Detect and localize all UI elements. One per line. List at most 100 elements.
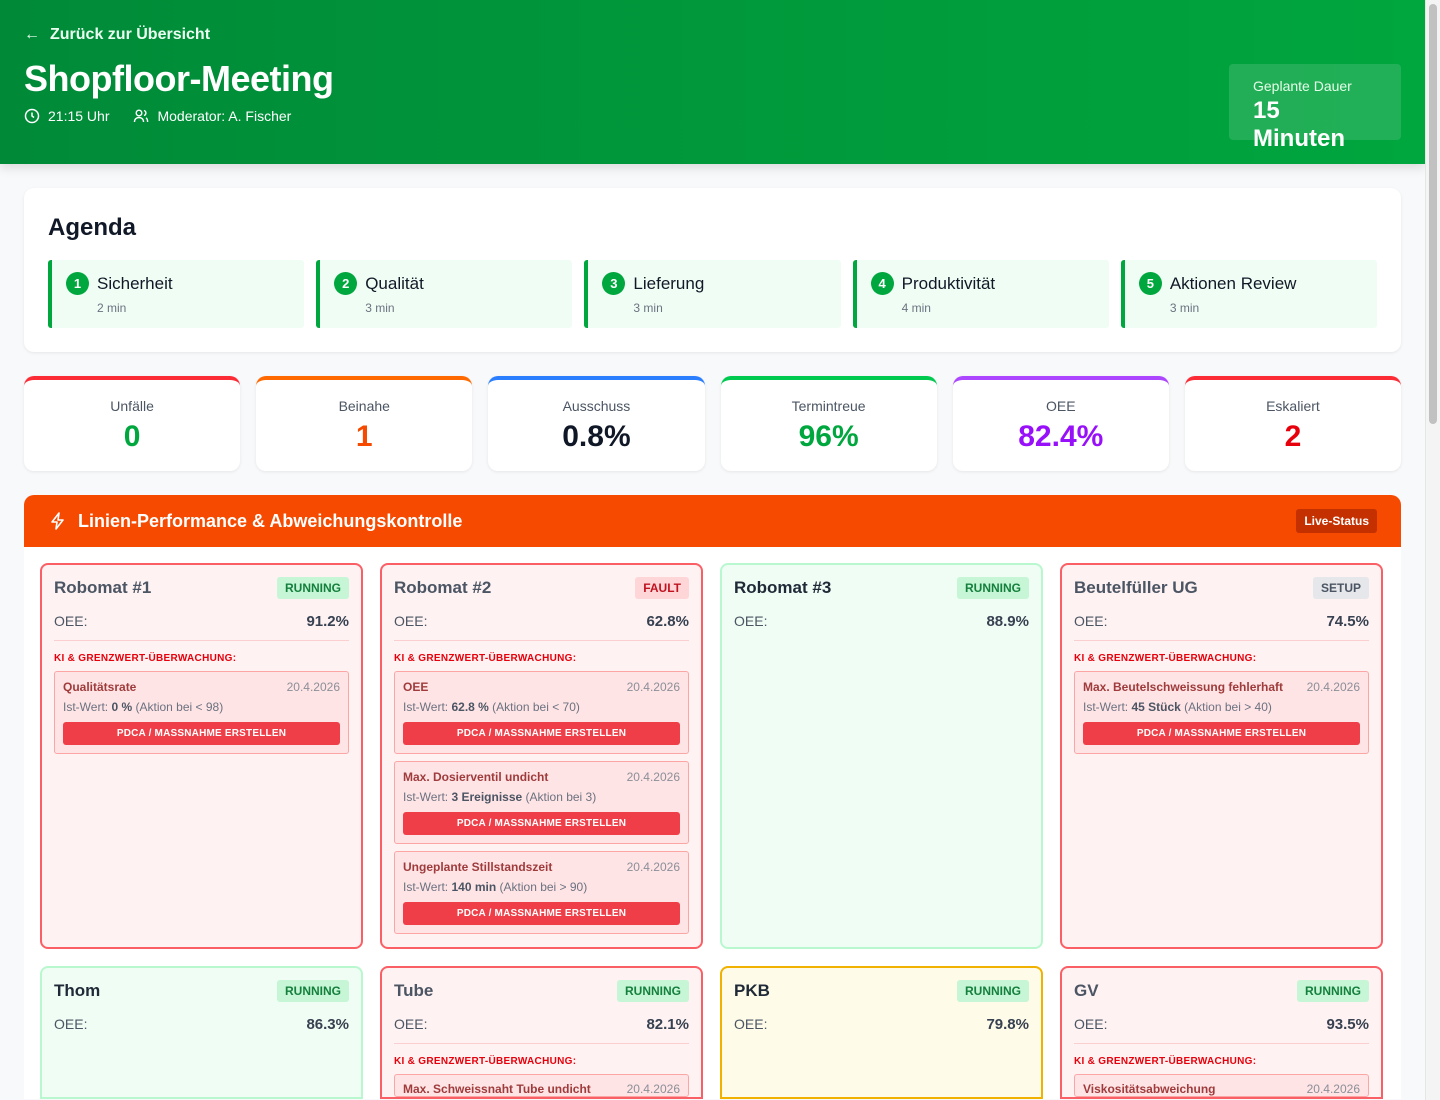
alert-header: OEE 20.4.2026 [403, 680, 680, 694]
arrow-left-icon: ← [24, 26, 40, 43]
agenda-item-duration: 2 min [97, 301, 127, 315]
agenda-number: 5 [1138, 272, 1162, 295]
machine-grid: Robomat #1 RUNNING OEE: 91.2% KI & GRENZWERT… [24, 547, 1401, 1099]
machine-card[interactable]: GV RUNNING OEE: 93.5% KI & GRENZWERT-ÜBERWAC… [1060, 966, 1383, 1099]
scrollbar-thumb[interactable] [1429, 4, 1437, 424]
alert-item: Viskositätsabweichung 20.4.2026 [1074, 1074, 1369, 1097]
alert-value: Ist-Wert: 62.8 % (Aktion bei < 70) [403, 700, 680, 714]
agenda-number: 1 [66, 272, 89, 295]
oee-row: OEE: 88.9% [734, 613, 1029, 640]
pdca-button[interactable]: PDCA / MASSNAHME ERSTELLEN [403, 902, 680, 925]
agenda-item[interactable]: 5 Aktionen Review 3 min [1120, 260, 1378, 328]
kpi-value: 0 [123, 420, 141, 453]
alert-value: Ist-Wert: 0 % (Aktion bei < 98) [63, 700, 340, 714]
alert-rule: (Aktion bei < 98) [135, 700, 224, 714]
pdca-button[interactable]: PDCA / MASSNAHME ERSTELLEN [1083, 722, 1360, 745]
page-title: Shopfloor-Meeting [24, 58, 334, 99]
agenda-title: Agenda [48, 214, 137, 241]
alert-header: Qualitätsrate 20.4.2026 [63, 680, 340, 694]
oee-row: OEE: 93.5% [1074, 1016, 1369, 1043]
oee-label: OEE: [394, 1016, 428, 1032]
machine-card[interactable]: Thom RUNNING OEE: 86.3% [40, 966, 363, 1099]
oee-row: OEE: 82.1% [394, 1016, 689, 1043]
alert-date: 20.4.2026 [286, 680, 340, 694]
machine-card-header: Robomat #1 RUNNING [54, 577, 349, 599]
status-badge: RUNNING [957, 577, 1029, 599]
agenda-item[interactable]: 4 Produktivität 4 min [852, 260, 1109, 328]
status-badge: FAULT [635, 577, 689, 599]
ki-monitoring-label: KI & GRENZWERT-ÜBERWACHUNG: [394, 1043, 689, 1067]
alert-title: Qualitätsrate [63, 680, 137, 694]
oee-row: OEE: 62.8% [394, 613, 689, 640]
alert-date: 20.4.2026 [626, 770, 680, 784]
oee-value: 93.5% [1326, 1016, 1369, 1033]
status-badge: RUNNING [1297, 980, 1369, 1002]
machine-name: Tube [394, 981, 434, 1000]
time-text: 21:15 Uhr [48, 108, 110, 124]
ist-value: 3 Ereignisse [451, 790, 523, 804]
alert-date: 20.4.2026 [626, 860, 680, 874]
agenda-number: 4 [870, 272, 894, 295]
oee-value: 82.1% [646, 1016, 689, 1033]
lightning-icon [51, 512, 64, 530]
alert-value: Ist-Wert: 140 min (Aktion bei > 90) [403, 880, 680, 894]
agenda-items: 1 Sicherheit 2 min 2 Qualität 3 min 3 Lieferung… [48, 260, 1378, 328]
kpi-card: Eskaliert 2 [1184, 376, 1402, 471]
oee-label: OEE: [54, 613, 88, 629]
agenda-item[interactable]: 3 Lieferung 3 min [584, 260, 841, 328]
pdca-button[interactable]: PDCA / MASSNAHME ERSTELLEN [63, 722, 340, 745]
oee-value: 62.8% [646, 613, 689, 630]
machine-card[interactable]: PKB RUNNING OEE: 79.8% [720, 966, 1043, 1099]
machine-card[interactable]: Robomat #2 FAULT OEE: 62.8% KI & GRENZWERT-Ü… [380, 563, 703, 949]
agenda-item-row: 1 Sicherheit [66, 272, 290, 295]
machine-name: Thom [54, 981, 101, 1000]
pdca-button[interactable]: PDCA / MASSNAHME ERSTELLEN [403, 722, 680, 745]
oee-value: 86.3% [306, 1016, 349, 1033]
ki-monitoring-label: KI & GRENZWERT-ÜBERWACHUNG: [54, 640, 349, 664]
machine-name: GV [1074, 981, 1099, 1000]
back-link[interactable]: ← Zurück zur Übersicht [24, 26, 1401, 44]
line-performance-section: Linien-Performance & Abweichungskontroll… [24, 495, 1401, 1099]
machine-card-header: PKB RUNNING [734, 980, 1029, 1002]
status-badge: SETUP [1312, 577, 1369, 599]
agenda-card: Agenda 1 Sicherheit 2 min 2 Qualität 3 min 3 Li… [24, 188, 1401, 352]
oee-value: 74.5% [1326, 613, 1369, 630]
machine-card[interactable]: Robomat #3 RUNNING OEE: 88.9% [720, 563, 1043, 949]
alert-date: 20.4.2026 [626, 680, 680, 694]
machine-card-header: GV RUNNING [1074, 980, 1369, 1002]
status-badge: RUNNING [277, 980, 349, 1002]
oee-value: 88.9% [986, 613, 1029, 630]
kpi-card: Beinahe 1 [256, 376, 473, 471]
ist-label: Ist-Wert: [403, 790, 449, 804]
ist-value: 62.8 % [451, 700, 489, 714]
status-badge: RUNNING [617, 980, 689, 1002]
alert-title: Viskositätsabweichung [1083, 1082, 1216, 1096]
clock-icon [24, 108, 40, 124]
agenda-item-label: Sicherheit [97, 273, 173, 293]
ist-label: Ist-Wert: [1083, 700, 1129, 714]
alert-title: Max. Beutelschweissung fehlerhaft [1083, 680, 1284, 694]
kpi-label: Unfälle [110, 398, 154, 414]
oee-row: OEE: 74.5% [1074, 613, 1369, 640]
scrollbar[interactable] [1425, 0, 1440, 1100]
ist-label: Ist-Wert: [63, 700, 109, 714]
pdca-button[interactable]: PDCA / MASSNAHME ERSTELLEN [403, 812, 680, 835]
kpi-value: 2 [1284, 420, 1302, 453]
machine-card[interactable]: Robomat #1 RUNNING OEE: 91.2% KI & GRENZWERT… [40, 563, 363, 949]
oee-label: OEE: [1074, 1016, 1108, 1032]
machine-card-header: Robomat #2 FAULT [394, 577, 689, 599]
agenda-item-duration: 3 min [633, 301, 663, 315]
machine-card-header: Beutelfüller UG SETUP [1074, 577, 1369, 599]
oee-label: OEE: [734, 1016, 768, 1032]
alert-rule: (Aktion bei 3) [525, 790, 597, 804]
machine-card[interactable]: Tube RUNNING OEE: 82.1% KI & GRENZWERT-ÜBERW… [380, 966, 703, 1099]
machine-card[interactable]: Beutelfüller UG SETUP OEE: 74.5% KI & GRENZW… [1060, 563, 1383, 949]
agenda-item-duration: 4 min [901, 301, 931, 315]
ist-value: 140 min [451, 880, 497, 894]
machine-name: PKB [734, 981, 770, 1000]
alert-item: Ungeplante Stillstandszeit 20.4.2026 Ist-W… [394, 851, 689, 934]
ki-monitoring-label: KI & GRENZWERT-ÜBERWACHUNG: [1074, 640, 1369, 664]
agenda-item[interactable]: 1 Sicherheit 2 min [48, 260, 305, 328]
agenda-item[interactable]: 2 Qualität 3 min [316, 260, 573, 328]
users-icon [134, 109, 149, 123]
